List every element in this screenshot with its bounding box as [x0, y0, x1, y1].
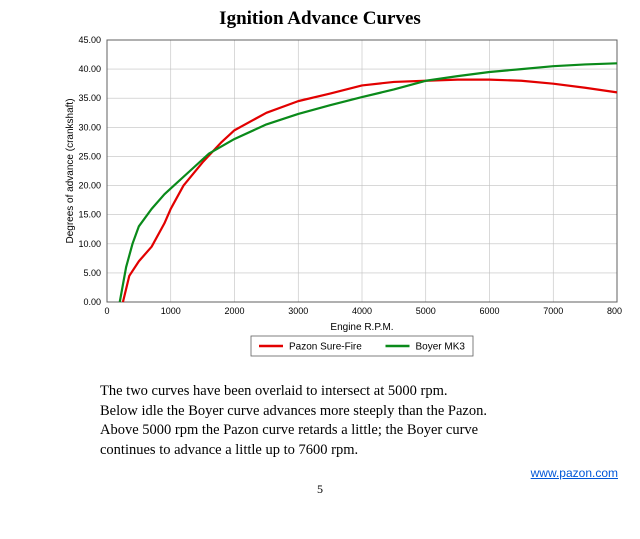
svg-text:10.00: 10.00	[78, 239, 101, 249]
caption-text: The two curves have been overlaid to int…	[100, 382, 580, 460]
svg-text:Pazon Sure-Fire: Pazon Sure-Fire	[289, 342, 362, 353]
svg-text:40.00: 40.00	[78, 64, 101, 74]
svg-text:5.00: 5.00	[83, 268, 101, 278]
svg-text:4000: 4000	[352, 306, 372, 316]
svg-text:5000: 5000	[416, 306, 436, 316]
chart-container: 0 1000 2000 3000 4000 5000 6000 7000 8000 0.00 5.0…	[62, 34, 622, 364]
svg-text:8000: 8000	[607, 306, 622, 316]
svg-text:Boyer MK3: Boyer MK3	[416, 342, 466, 353]
page-number: 5	[0, 482, 640, 497]
page-title: Ignition Advance Curves	[0, 8, 640, 30]
svg-text:15.00: 15.00	[78, 210, 101, 220]
svg-text:45.00: 45.00	[78, 35, 101, 45]
svg-text:Engine R.P.M.: Engine R.P.M.	[330, 322, 393, 333]
source-link[interactable]: www.pazon.com	[531, 466, 618, 480]
svg-text:0.00: 0.00	[83, 297, 101, 307]
svg-text:20.00: 20.00	[78, 181, 101, 191]
svg-text:25.00: 25.00	[78, 151, 101, 161]
svg-text:2000: 2000	[224, 306, 244, 316]
svg-text:1000: 1000	[161, 306, 181, 316]
svg-text:6000: 6000	[479, 306, 499, 316]
svg-text:30.00: 30.00	[78, 122, 101, 132]
svg-text:7000: 7000	[543, 306, 563, 316]
svg-text:3000: 3000	[288, 306, 308, 316]
ignition-advance-chart: 0 1000 2000 3000 4000 5000 6000 7000 8000 0.00 5.0…	[62, 34, 622, 364]
svg-text:35.00: 35.00	[78, 93, 101, 103]
source-link-wrap: www.pazon.com	[0, 466, 618, 480]
svg-text:Degrees of advance (crankshaft: Degrees of advance (crankshaft)	[65, 98, 76, 243]
svg-text:0: 0	[104, 306, 109, 316]
